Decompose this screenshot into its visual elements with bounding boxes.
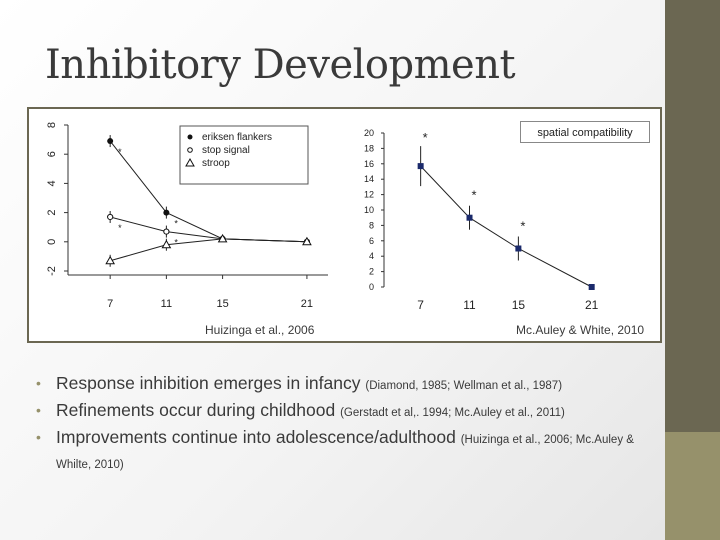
legend-marker (187, 134, 193, 140)
y-tick-label: -2 (46, 266, 58, 276)
bullet-dot: • (36, 429, 41, 445)
data-point (105, 255, 116, 265)
significance-marker: * (520, 219, 525, 234)
data-point (107, 213, 114, 221)
legend-label: eriksen flankers (202, 132, 272, 143)
data-point (107, 138, 114, 145)
data-point (466, 214, 473, 221)
significance-marker: * (174, 219, 178, 229)
y-tick-label: 4 (46, 180, 58, 186)
x-tick-label: 7 (417, 298, 424, 312)
y-tick-label: 6 (46, 151, 58, 157)
data-point (588, 284, 595, 290)
bullet-dot: • (36, 375, 41, 391)
series-line (110, 216, 307, 243)
y-tick-label: 8 (369, 220, 374, 230)
bullet-reference: (Gerstadt et al,. 1994; Mc.Auley et al.,… (340, 407, 565, 419)
series-line (420, 165, 592, 288)
legend-marker (185, 157, 195, 167)
y-tick-label: 0 (369, 282, 374, 292)
x-tick-label: 11 (161, 298, 172, 310)
chart-right: 0 2 4 6 8 10 12 14 16 18 20 7 11 15 21 * * * (364, 128, 599, 312)
bullet-item: • Response inhibition emerges in infancy … (36, 372, 666, 397)
y-tick-label: 2 (46, 210, 58, 216)
data-point (217, 233, 228, 243)
data-point (163, 209, 170, 216)
y-tick-label: 0 (46, 239, 58, 245)
bullet-list: • Response inhibition emerges in infancy … (36, 372, 666, 478)
x-tick-label: 21 (301, 298, 313, 310)
y-tick-label: 14 (364, 174, 374, 184)
bullet-dot: • (36, 402, 41, 418)
series-line (110, 238, 307, 262)
slide-title: Inhibitory Development (45, 42, 516, 88)
legend-label: stroop (202, 158, 230, 169)
y-tick-label: 12 (364, 190, 374, 200)
bullet-text: Improvements continue into adolescence/a… (56, 427, 456, 447)
bullet-text: Refinements occur during childhood (56, 400, 336, 420)
x-tick-label: 11 (463, 298, 476, 312)
y-tick-label: 16 (364, 159, 374, 169)
y-tick-label: 2 (369, 267, 374, 277)
significance-marker: * (118, 223, 122, 233)
y-tick-label: 4 (369, 251, 374, 261)
chart-right-legend: spatial compatibility (520, 121, 650, 143)
sidebar-accent-block (665, 432, 720, 540)
y-tick-label: 8 (46, 122, 58, 128)
chart-left: -2 0 2 4 6 8 7 11 15 21 * * * * eriksen flankers stop s… (46, 122, 328, 310)
bullet-reference: (Diamond, 1985; Wellman et al., 1987) (365, 380, 563, 392)
data-point (161, 239, 172, 249)
citation-left: Huizinga et al., 2006 (205, 323, 315, 337)
significance-marker: * (423, 130, 428, 145)
data-point (302, 236, 312, 246)
legend-marker (187, 147, 193, 153)
x-tick-label: 15 (216, 298, 228, 310)
bullet-item: • Improvements continue into adolescence/… (36, 426, 666, 476)
data-point (515, 245, 522, 252)
significance-marker: * (472, 188, 477, 203)
bullet-reference: (Huizinga et al., 2006; Mc.Auley & Whilt… (56, 434, 634, 471)
data-point (163, 228, 170, 235)
y-tick-label: 20 (364, 128, 374, 138)
citation-right: Mc.Auley & White, 2010 (516, 323, 645, 337)
y-tick-label: 18 (364, 143, 374, 153)
x-tick-label: 15 (512, 298, 526, 312)
significance-marker: * (174, 238, 178, 248)
data-point (417, 163, 424, 170)
figure-frame (27, 107, 662, 343)
legend-label: stop signal (202, 145, 250, 156)
bullet-item: • Refinements occur during childhood (Ger… (36, 399, 666, 424)
x-tick-label: 21 (585, 298, 599, 312)
legend-box (179, 125, 309, 185)
significance-marker: * (118, 147, 122, 157)
bullet-text: Response inhibition emerges in infancy (56, 373, 361, 393)
x-tick-label: 7 (107, 298, 113, 310)
y-tick-label: 6 (369, 236, 374, 246)
y-tick-label: 10 (364, 205, 374, 215)
